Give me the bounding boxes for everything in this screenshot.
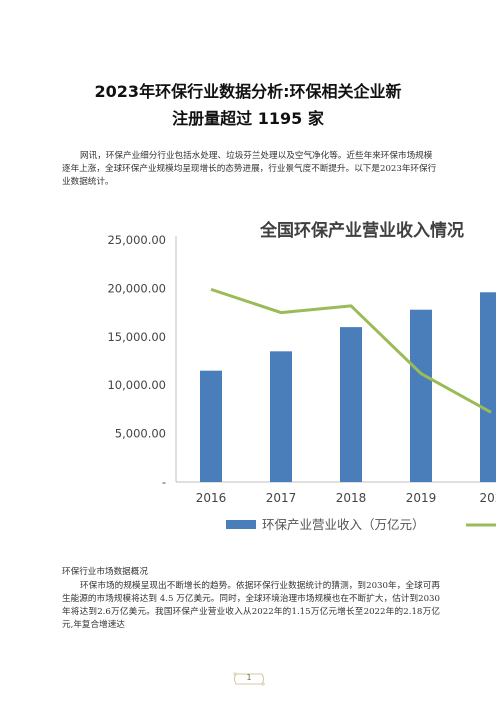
legend-bar-swatch — [226, 520, 256, 529]
body-paragraph: 环保市场的规模呈现出不断增长的趋势。依据环保行业数据统计的猜测，到2030年，全… — [62, 581, 440, 630]
document-title: 2023年环保行业数据分析:环保相关企业新 注册量超过 1195 家 — [40, 78, 456, 132]
page-number-badge: 1 — [232, 670, 266, 688]
title-line-2: 注册量超过 1195 家 — [172, 109, 324, 128]
y-tick-label: 25,000.00 — [107, 233, 166, 247]
bar-2019 — [410, 309, 432, 482]
bar-2017 — [270, 351, 292, 482]
line-series-path — [210, 287, 492, 414]
chart-svg: 全国环保产业营业收入情况 25,000.00 20,000.00 15,000.00… — [107, 220, 496, 532]
x-tick-label: 202 — [480, 491, 496, 505]
chart-title: 全国环保产业营业收入情况 — [259, 220, 464, 241]
x-tick-label: 2019 — [406, 491, 437, 505]
legend-bar-label: 环保产业营业收入（万亿元） — [262, 517, 425, 532]
y-tick-label: 20,000.00 — [107, 281, 166, 295]
section-title: 环保行业市场数据概况 — [62, 567, 148, 577]
scroll-ornament-icon — [233, 672, 265, 686]
title-line-1: 2023年环保行业数据分析:环保相关企业新 — [94, 82, 402, 101]
y-tick-label: 10,000.00 — [107, 378, 166, 392]
y-tick-label: 5,000.00 — [115, 427, 166, 441]
x-tick-label: 2017 — [266, 491, 297, 505]
x-tick-label: 2016 — [196, 491, 227, 505]
bar-2016 — [200, 370, 222, 482]
y-tick-label: - — [162, 475, 166, 489]
y-tick-label: 15,000.00 — [107, 330, 166, 344]
x-tick-label: 2018 — [336, 491, 367, 505]
revenue-chart: 全国环保产业营业收入情况 25,000.00 20,000.00 15,000.00… — [84, 208, 496, 542]
intro-paragraph: 网讯，环保产业细分行业包括水处理、垃圾芬兰处理以及空气净化等。近些年来环保市场规… — [62, 151, 437, 187]
page-number: 1 — [246, 673, 252, 682]
bar-2018 — [340, 327, 362, 482]
bar-2020 — [480, 292, 496, 482]
